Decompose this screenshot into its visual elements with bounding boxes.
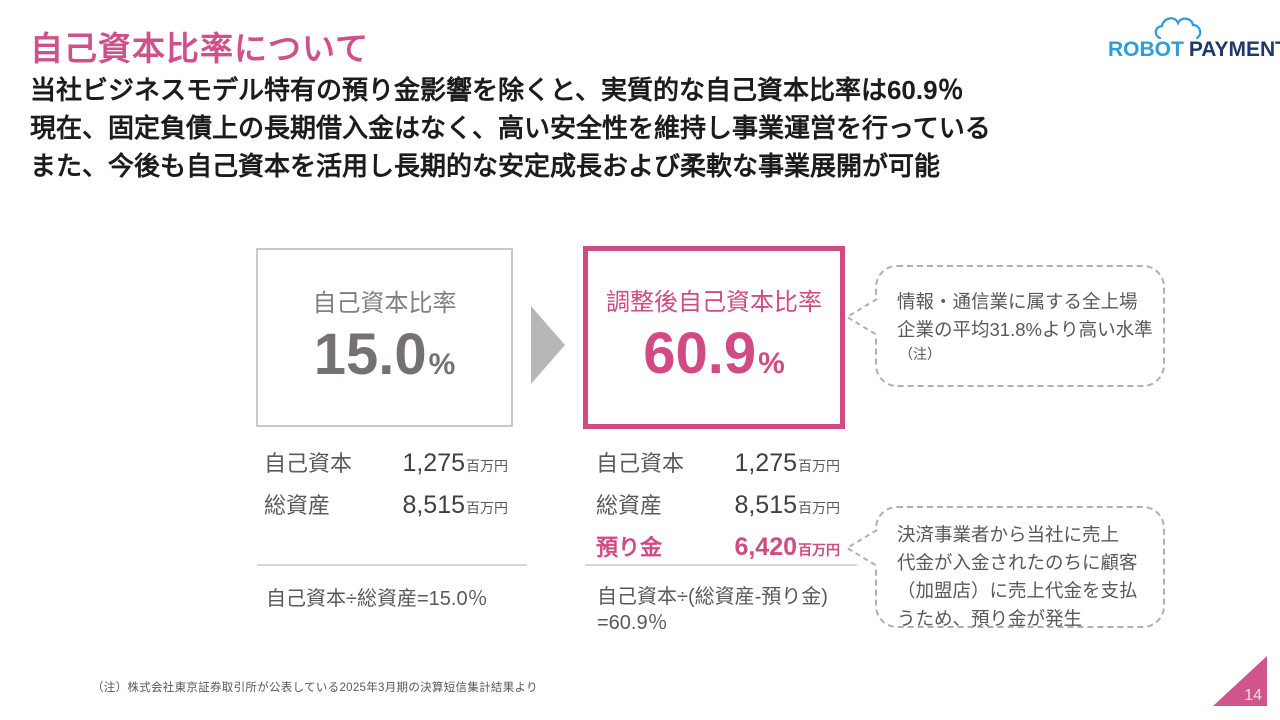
- row-value: 1,275: [734, 449, 797, 477]
- row-value-group: 8,515百万円: [734, 491, 840, 520]
- value-unit: %: [428, 348, 456, 381]
- row-value: 1,275: [402, 449, 465, 477]
- table-row: 自己資本 1,275百万円: [264, 446, 508, 477]
- callout-line: 情報・通信業に属する全上場: [897, 291, 1138, 312]
- page-title: 自己資本比率について: [30, 30, 370, 67]
- callout-industry-average: 情報・通信業に属する全上場 企業の平均31.8%より高い水準 （注）: [875, 265, 1165, 387]
- table-row-deposit: 預り金 6,420百万円: [596, 530, 840, 561]
- subtitle-line: 現在、固定負債上の長期借入金はなく、高い安全性を維持し事業運営を行っている: [30, 113, 991, 143]
- formula-line: =60.9％: [597, 612, 668, 634]
- logo-text-robot: ROBOT: [1108, 38, 1184, 61]
- subtitle-block: 当社ビジネスモデル特有の預り金影響を除くと、実質的な自己資本比率は60.9％ 現…: [30, 71, 991, 185]
- table-divider: [257, 564, 527, 566]
- row-unit: 百万円: [798, 500, 840, 516]
- row-label: 総資産: [264, 493, 331, 518]
- equity-ratio-box-after: 調整後自己資本比率 60.9 %: [583, 246, 845, 429]
- callout-note: （注）: [899, 346, 941, 362]
- footnote: （注）株式会社東京証券取引所が公表している2025年3月期の決算短信集計結果より: [92, 682, 538, 694]
- bubble-tail-icon: [845, 529, 878, 567]
- table-divider: [585, 564, 857, 566]
- value-unit: %: [758, 347, 785, 380]
- callout-line: うため、預り金が発生: [897, 608, 1083, 629]
- row-unit: 百万円: [466, 500, 508, 516]
- equity-ratio-box-before: 自己資本比率 15.0 %: [256, 248, 513, 427]
- callout-line: 代金が入金されたのちに顧客: [897, 552, 1138, 573]
- table-row: 総資産 8,515百万円: [264, 488, 508, 519]
- row-label: 総資産: [596, 493, 663, 518]
- row-unit: 百万円: [466, 458, 508, 474]
- bubble-tail-icon: [845, 298, 878, 336]
- row-value-group: 6,420百万円: [734, 533, 840, 562]
- page-corner-triangle: 14: [1213, 656, 1267, 706]
- callout-line: 決済事業者から当社に売上: [897, 524, 1120, 545]
- row-value: 6,420: [734, 533, 797, 561]
- box-value: 15.0 %: [314, 326, 456, 384]
- row-label: 自己資本: [596, 451, 685, 476]
- company-logo: ROBOT PAYMENT: [1108, 12, 1280, 62]
- box-value: 60.9 %: [643, 325, 785, 383]
- logo-wordmark: ROBOT PAYMENT: [1108, 38, 1280, 62]
- row-value-group: 8,515百万円: [402, 491, 508, 520]
- formula-after: 自己資本÷(総資産-預り金) =60.9％: [597, 584, 828, 636]
- row-value-group: 1,275百万円: [402, 449, 508, 478]
- right-arrow-icon: [531, 306, 565, 384]
- row-unit: 百万円: [798, 458, 840, 474]
- value-number: 15.0: [313, 322, 427, 387]
- subtitle-line: また、今後も自己資本を活用し長期的な安定成長および柔軟な事業展開が可能: [30, 151, 941, 181]
- row-unit: 百万円: [798, 542, 840, 558]
- table-row: 総資産 8,515百万円: [596, 488, 840, 519]
- formula-before: 自己資本÷総資産=15.0％: [266, 588, 488, 610]
- table-row: 自己資本 1,275百万円: [596, 446, 840, 477]
- logo-text-payment: PAYMENT: [1188, 38, 1280, 61]
- page-number: 14: [1244, 687, 1262, 704]
- row-value-group: 1,275百万円: [734, 449, 840, 478]
- subtitle-line: 当社ビジネスモデル特有の預り金影響を除くと、実質的な自己資本比率は60.9％: [30, 75, 964, 105]
- box-label: 自己資本比率: [312, 290, 457, 317]
- value-number: 60.9: [643, 321, 757, 386]
- row-value: 8,515: [402, 491, 465, 519]
- row-label: 預り金: [596, 535, 663, 560]
- row-value: 8,515: [734, 491, 797, 519]
- callout-line: （加盟店）に売上代金を支払: [897, 580, 1138, 601]
- callout-deposit-explanation: 決済事業者から当社に売上 代金が入金されたのちに顧客 （加盟店）に売上代金を支払…: [875, 506, 1165, 629]
- cloud-outline-icon: [1154, 17, 1202, 40]
- box-label: 調整後自己資本比率: [606, 289, 822, 316]
- callout-line: 企業の平均31.8%より高い水準: [897, 319, 1153, 340]
- formula-line: 自己資本÷(総資産-預り金): [597, 586, 828, 608]
- row-label: 自己資本: [264, 451, 353, 476]
